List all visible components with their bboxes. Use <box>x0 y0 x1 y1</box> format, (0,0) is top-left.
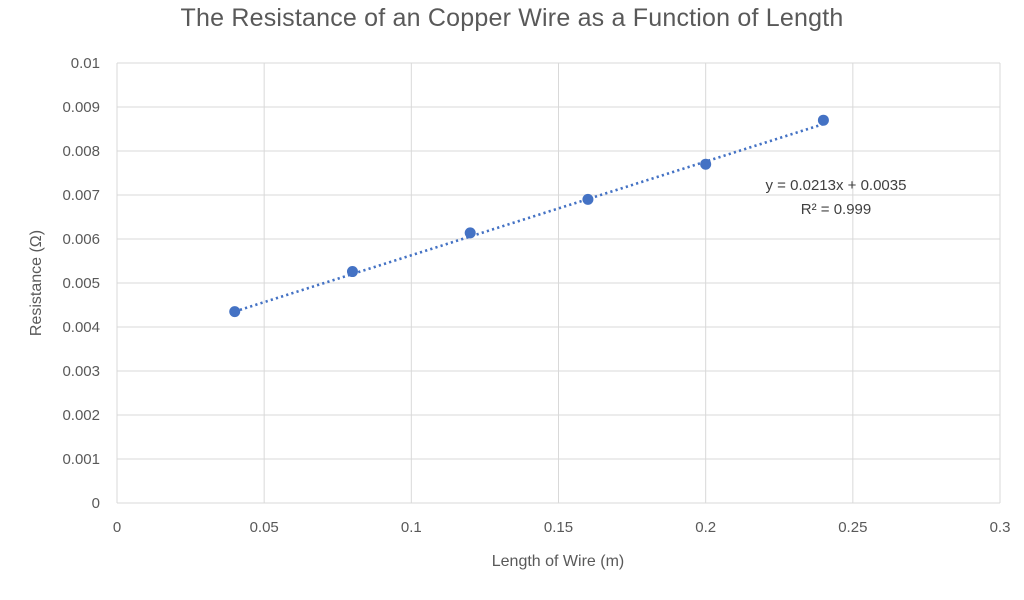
data-point <box>229 306 241 318</box>
chart-title: The Resistance of an Copper Wire as a Fu… <box>180 4 844 32</box>
tick-labels: 0 0.05 0.1 0.15 0.2 0.25 0.3 0 0.001 0.002 0.003 0.… <box>62 55 1010 536</box>
y-tick-label: 0.007 <box>62 187 100 204</box>
y-tick-label: 0.003 <box>62 363 100 380</box>
y-tick-label: 0.01 <box>71 55 100 72</box>
data-points <box>229 114 829 318</box>
x-tick-label: 0.2 <box>695 519 716 536</box>
data-point <box>700 158 712 170</box>
trendline-path <box>234 122 824 313</box>
trendline <box>234 122 824 313</box>
y-tick-label: 0.001 <box>62 451 100 468</box>
y-tick-label: 0.002 <box>62 407 100 424</box>
y-tick-label: 0.004 <box>62 319 100 336</box>
y-axis-title: Resistance (Ω) <box>28 230 45 336</box>
y-tick-label: 0.006 <box>62 231 100 248</box>
trendline-r-squared: R² = 0.999 <box>801 201 871 218</box>
y-tick-label: 0.009 <box>62 99 100 116</box>
y-tick-label: 0 <box>92 495 100 512</box>
gridlines <box>116 62 1001 504</box>
x-tick-label: 0.05 <box>250 519 279 536</box>
x-axis-title: Length of Wire (m) <box>492 553 624 570</box>
data-point <box>817 114 829 126</box>
trendline-equation: y = 0.0213x + 0.0035 <box>766 177 907 194</box>
data-point <box>582 193 594 205</box>
y-tick-label: 0.008 <box>62 143 100 160</box>
x-tick-label: 0.15 <box>544 519 573 536</box>
data-point <box>346 266 358 278</box>
x-tick-label: 0.1 <box>401 519 422 536</box>
y-tick-label: 0.005 <box>62 275 100 292</box>
x-tick-label: 0.25 <box>838 519 867 536</box>
x-tick-label: 0.3 <box>990 519 1011 536</box>
data-point <box>464 227 476 239</box>
x-tick-label: 0 <box>113 519 121 536</box>
